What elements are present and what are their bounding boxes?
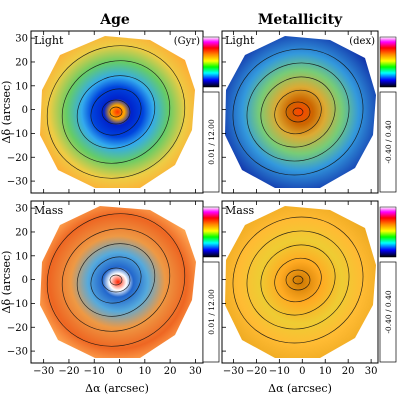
y-tick-label: 30 (15, 204, 28, 215)
x-axis-label-left: Δα (arcsec) (85, 382, 149, 395)
y-tick-label: 20 (15, 227, 28, 238)
y-tick-label: −20 (7, 153, 28, 164)
x-tick-label: −10 (84, 366, 105, 377)
x-axis-label-right: Δα (arcsec) (268, 382, 332, 395)
panel-label-light-age: Light (34, 34, 64, 47)
colorbar-label-metallicity-mass: -0.40 / 0.40 (384, 290, 393, 333)
colorbar-metallicity-light (379, 36, 397, 88)
panel-unit-gyr: (Gyr) (174, 36, 200, 47)
panel-metallicity-mass: Mass -0.40 / 0.40 (221, 200, 397, 364)
colorbar-label-metallicity-light: -0.40 / 0.40 (384, 120, 393, 163)
colorbar-age-mass (202, 206, 220, 258)
panel-unit-dex: (dex) (349, 36, 375, 47)
colorbar-age-light (202, 36, 220, 88)
x-tick-label: −10 (269, 366, 290, 377)
panel-label-mass-age: Mass (34, 204, 63, 217)
x-tick-label: 10 (319, 366, 332, 377)
y-tick-label: 0 (22, 275, 28, 286)
panel-age-light: Light (Gyr) 0.01 / 12.00 (30, 30, 220, 194)
x-tick-label: −20 (246, 366, 267, 377)
map-age-light (40, 36, 195, 188)
column-title-age: Age (99, 12, 130, 28)
y-tick-label: 10 (15, 81, 28, 92)
map-metallicity-light (225, 36, 376, 188)
colorbar-label-age-mass: 0.01 / 12.00 (207, 289, 216, 335)
x-tick-label: 20 (342, 366, 355, 377)
y-tick-label: 30 (15, 34, 28, 45)
y-tick-label: 20 (15, 57, 28, 68)
y-tick-label: −10 (7, 299, 28, 310)
x-tick-label: 30 (189, 366, 202, 377)
column-title-metallicity: Metallicity (258, 12, 343, 28)
y-axis-label-top: Δδ (arcsec) (0, 81, 13, 144)
x-tick-label: 0 (299, 366, 305, 377)
panel-label-light-metallicity: Light (225, 34, 255, 47)
y-tick-label: −30 (7, 347, 28, 358)
y-axis-label-bottom: Δδ (arcsec) (0, 251, 13, 314)
x-tick-label: −30 (33, 366, 54, 377)
y-tick-label: −20 (7, 323, 28, 334)
x-tick-label: 30 (365, 366, 378, 377)
panel-age-mass: Mass 0.01 / 12.00 (30, 200, 220, 364)
x-tick-label: −20 (58, 366, 79, 377)
x-tick-label: 20 (164, 366, 177, 377)
colorbar-metallicity-mass (379, 206, 397, 258)
colorbar-label-age-light: 0.01 / 12.00 (207, 119, 216, 165)
panel-metallicity-light: Light (dex) -0.40 / 0.40 (221, 30, 397, 194)
y-tick-label: −10 (7, 129, 28, 140)
y-tick-label: −30 (7, 177, 28, 188)
panel-label-mass-metallicity: Mass (225, 204, 254, 217)
y-tick-label: 0 (22, 105, 28, 116)
map-metallicity-mass (225, 206, 376, 358)
x-tick-label: 0 (116, 366, 122, 377)
x-tick-label: 10 (138, 366, 151, 377)
y-tick-label: 10 (15, 251, 28, 262)
x-tick-label: −30 (223, 366, 244, 377)
